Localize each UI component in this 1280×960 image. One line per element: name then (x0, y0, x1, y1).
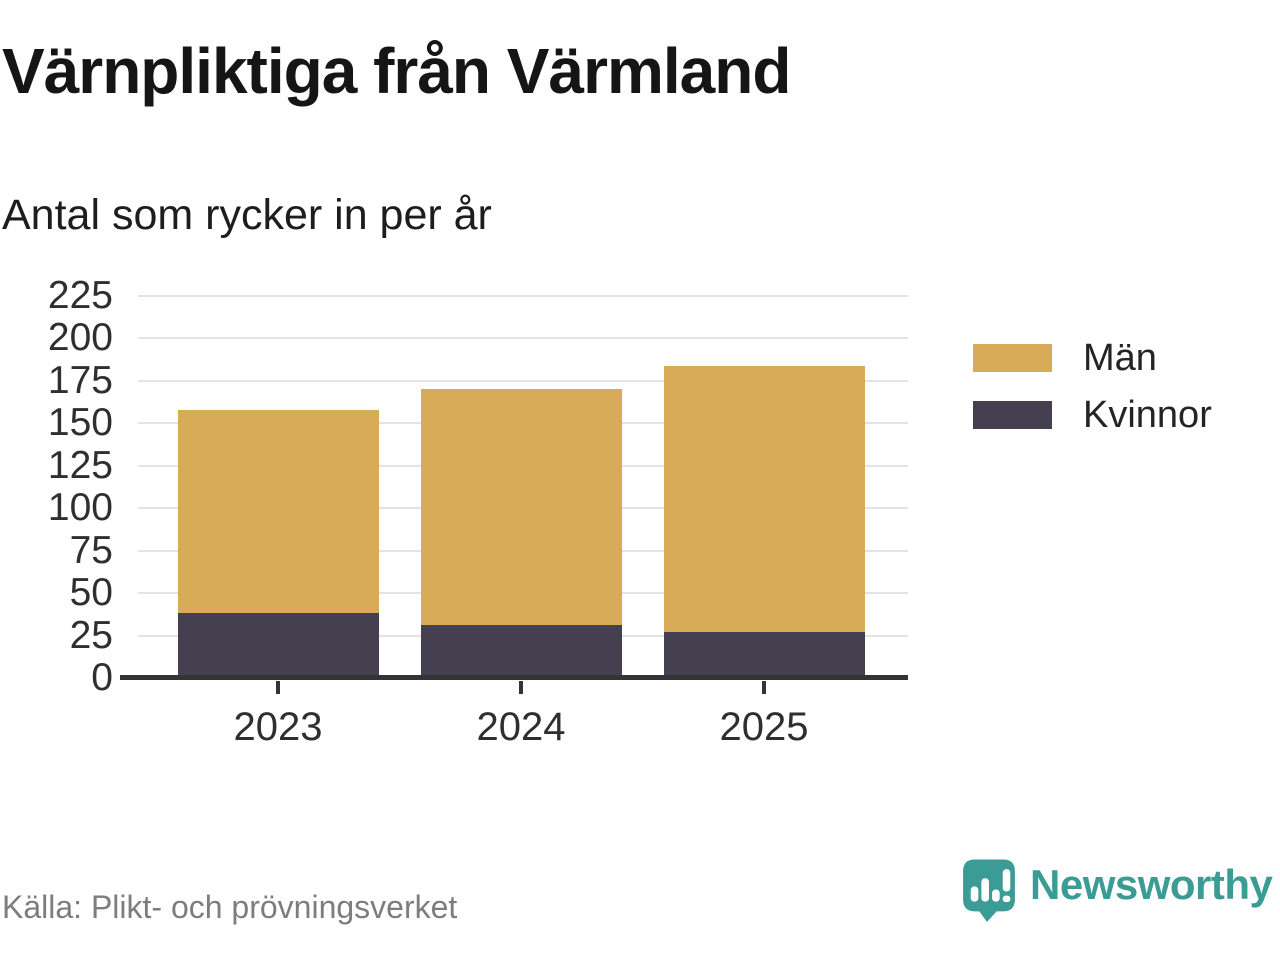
gridline-200 (138, 337, 908, 340)
y-tick-label-225: 225 (47, 274, 113, 317)
y-tick-label-75: 75 (69, 528, 113, 572)
y-tick-label-200: 200 (47, 316, 113, 360)
y-tick-label-125: 125 (47, 443, 113, 487)
x-tick-2023 (276, 681, 280, 694)
y-tick-label-25: 25 (69, 613, 113, 657)
legend-label-kvinnor: Kvinnor (1083, 394, 1212, 436)
y-tick-label-175: 175 (47, 358, 113, 402)
legend-label-man: Män (1083, 337, 1157, 379)
bar-2023-man (177, 409, 379, 614)
x-label-2025: 2025 (719, 705, 809, 749)
brand-logo: Newsworthy (962, 859, 1273, 923)
y-tick-label-0: 0 (91, 656, 113, 699)
legend-swatch-man (973, 344, 1052, 372)
bar-2025-man (663, 365, 865, 633)
newsworthy-icon (963, 859, 1015, 922)
x-axis-line (120, 675, 908, 680)
bar-2024-kvinnor (420, 625, 622, 678)
legend-swatch-kvinnor (973, 401, 1052, 429)
y-tick-label-100: 100 (47, 486, 113, 530)
page-title: Värnpliktiga från Värmland (2, 35, 791, 107)
x-tick-2024 (519, 681, 523, 694)
legend-item-kvinnor: Kvinnor (973, 396, 1212, 434)
bar-2024-man (420, 389, 622, 626)
gridline-175 (138, 379, 908, 382)
legend-item-man: Män (973, 339, 1157, 377)
x-label-2024: 2024 (476, 705, 566, 749)
gridline-225 (138, 295, 908, 297)
brand-name: Newsworthy (1030, 861, 1273, 908)
y-tick-label-50: 50 (69, 571, 113, 615)
x-tick-2025 (762, 681, 766, 694)
chart-subtitle: Antal som rycker in per år (2, 191, 492, 239)
bar-2023-kvinnor (177, 613, 379, 678)
source-note: Källa: Plikt- och prövningsverket (2, 889, 458, 925)
bar-2025-kvinnor (663, 632, 865, 678)
x-label-2023: 2023 (233, 705, 323, 749)
y-tick-label-150: 150 (47, 401, 113, 445)
